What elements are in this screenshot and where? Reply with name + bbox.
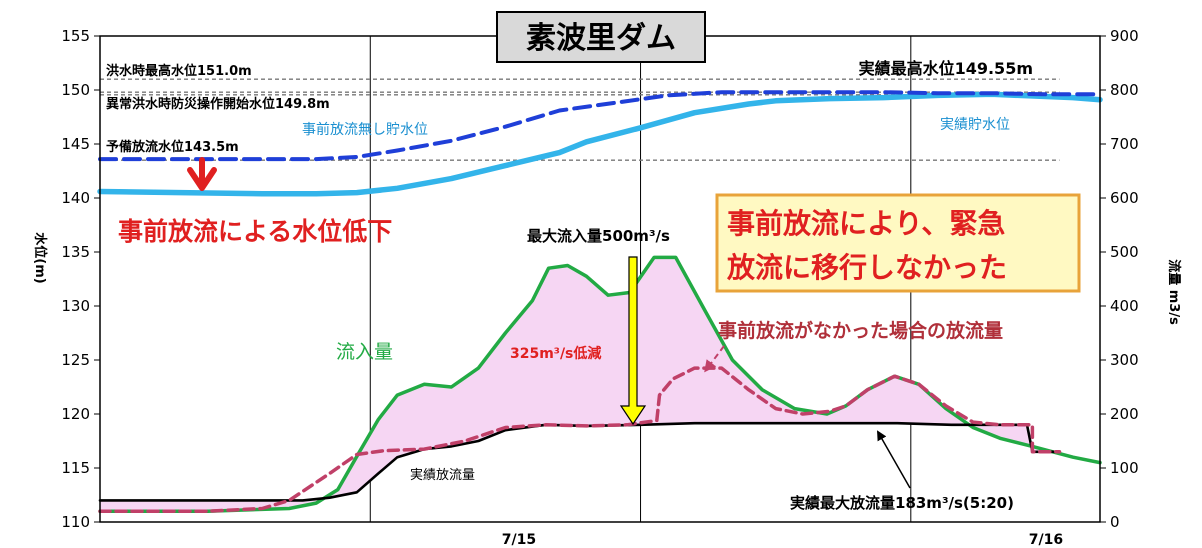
ytick-label-3: 125 bbox=[61, 351, 90, 369]
ytick-label-0: 110 bbox=[61, 513, 90, 531]
y-axis-label: 水位(m) bbox=[32, 232, 48, 283]
ref-label-preliminary: 予備放流水位143.5m bbox=[106, 139, 239, 155]
ytick-label-2: 120 bbox=[61, 405, 90, 423]
annotation-reduction: 325m³/s低減 bbox=[510, 345, 601, 362]
y2tick-label-0: 0 bbox=[1110, 513, 1120, 531]
y2tick-label-8: 800 bbox=[1110, 81, 1139, 99]
y2-axis-label: 流量 m3/s bbox=[1166, 259, 1182, 325]
y2tick-label-5: 500 bbox=[1110, 243, 1139, 261]
ytick-label-9: 155 bbox=[61, 27, 90, 45]
ytick-label-4: 130 bbox=[61, 297, 90, 315]
ytick-label-5: 135 bbox=[61, 243, 90, 261]
reduced-flow-shaded-area bbox=[100, 257, 1100, 512]
y2tick-label-3: 300 bbox=[1110, 351, 1139, 369]
ytick-label-6: 140 bbox=[61, 189, 90, 207]
ref-label-emergency-start: 異常洪水時防災操作開始水位149.8m bbox=[106, 96, 330, 112]
emergency-note-line-2: 放流に移行しなかった bbox=[726, 251, 1007, 284]
xtick-label-1: 7/16 bbox=[1029, 532, 1063, 548]
xtick-label-0: 7/15 bbox=[502, 532, 536, 548]
svg-text:水位(m): 水位(m) bbox=[32, 232, 48, 283]
pointer-no-prerelease bbox=[704, 345, 725, 373]
chart-title: 素波里ダム bbox=[526, 21, 676, 56]
ref-label-actual-max: 実績最高水位149.55m bbox=[859, 59, 1033, 78]
annotation-actual-max-release: 実績最大放流量183m³/s(5:20) bbox=[790, 494, 1014, 512]
y2tick-label-4: 400 bbox=[1110, 297, 1139, 315]
ytick-label-7: 145 bbox=[61, 135, 90, 153]
y2tick-label-7: 700 bbox=[1110, 135, 1139, 153]
series-no-prerelease-level bbox=[98, 90, 1102, 162]
series-label-no-prerelease-level: 事前放流無し貯水位 bbox=[302, 121, 428, 138]
ytick-label-8: 150 bbox=[61, 81, 90, 99]
series-label-inflow: 流入量 bbox=[336, 341, 393, 363]
annotation-prerelease-drop: 事前放流による水位低下 bbox=[118, 217, 392, 246]
drop-arrow-icon bbox=[187, 157, 217, 191]
pointer-actual-max bbox=[877, 430, 911, 489]
series-label-actual-level: 実績貯水位 bbox=[940, 117, 1010, 133]
emergency-note-box bbox=[715, 193, 1081, 293]
series-actual-discharge bbox=[98, 421, 1061, 502]
reduction-arrow-icon bbox=[619, 256, 647, 426]
y2tick-label-2: 200 bbox=[1110, 405, 1139, 423]
y2tick-label-6: 600 bbox=[1110, 189, 1139, 207]
series-label-actual-discharge: 実績放流量 bbox=[410, 467, 475, 483]
ref-label-flood-max: 洪水時最高水位151.0m bbox=[106, 63, 252, 79]
series-no-prerelease-discharge bbox=[98, 366, 1062, 513]
y2tick-label-1: 100 bbox=[1110, 459, 1139, 477]
emergency-note-line-1: 事前放流により、緊急 bbox=[727, 207, 1005, 240]
ytick-label-1: 115 bbox=[61, 459, 90, 477]
y2tick-label-9: 900 bbox=[1110, 27, 1139, 45]
title-box bbox=[496, 11, 706, 63]
svg-text:流量 m3/s: 流量 m3/s bbox=[1166, 259, 1182, 325]
annotation-max-inflow: 最大流入量500m³/s bbox=[527, 227, 670, 245]
series-label-no-prerelease-discharge: 事前放流がなかった場合の放流量 bbox=[718, 319, 1003, 342]
